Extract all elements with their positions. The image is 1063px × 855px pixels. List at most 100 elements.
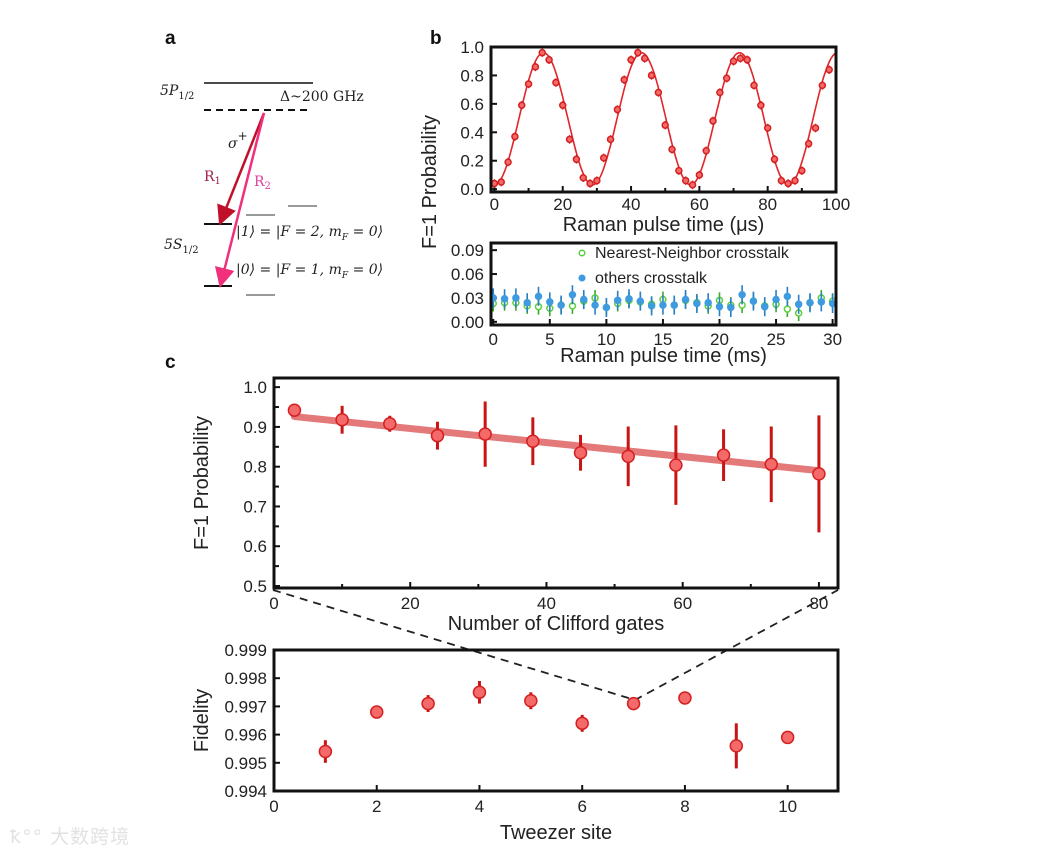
- data-point-others: [512, 294, 520, 302]
- data-point: [558, 101, 567, 110]
- data-point: [545, 56, 553, 64]
- data-point: [627, 56, 635, 64]
- data-point: [681, 176, 690, 185]
- data-point-others: [534, 292, 543, 301]
- legend-label: Nearest-Neighbor crosstalk: [595, 245, 790, 262]
- x-tick-label: 0: [489, 330, 498, 349]
- data-point: [430, 428, 445, 443]
- data-point-others: [794, 300, 803, 309]
- data-point: [729, 739, 744, 753]
- x-tick-label: 40: [622, 195, 641, 214]
- data-point: [804, 139, 813, 148]
- data-point: [575, 716, 589, 731]
- data-point-others: [727, 303, 735, 312]
- data-point: [552, 78, 560, 87]
- data-point: [626, 696, 641, 711]
- plot-frame: [272, 376, 840, 590]
- x-tick-label: 0: [490, 195, 499, 214]
- x-tick-label: 80: [809, 594, 828, 613]
- y-tick-label: 0.7: [243, 497, 267, 516]
- data-point: [369, 705, 384, 719]
- data-point: [780, 730, 795, 745]
- fit-curve: [494, 51, 837, 186]
- x-tick-label: 30: [823, 330, 842, 349]
- detuning-label: Δ~200 GHz: [280, 89, 364, 105]
- data-point: [811, 124, 820, 132]
- y-tick-label: 0.4: [460, 123, 484, 142]
- data-point: [716, 88, 724, 97]
- data-point: [421, 696, 435, 711]
- y-tick-label: 1.0: [460, 38, 484, 57]
- data-point: [497, 178, 505, 186]
- x-tick-label: 5: [545, 330, 554, 349]
- data-point: [791, 176, 799, 185]
- data-point: [675, 166, 683, 175]
- legend-marker: [578, 274, 586, 282]
- x-tick-label: 25: [767, 330, 786, 349]
- data-point: [763, 124, 772, 132]
- data-point: [504, 158, 512, 166]
- data-point: [579, 174, 587, 182]
- data-point-others: [715, 302, 724, 311]
- data-point: [729, 57, 738, 65]
- x-tick-label: 40: [537, 594, 556, 613]
- data-point: [669, 458, 683, 472]
- data-point: [586, 179, 594, 188]
- y-tick-label: 0.8: [460, 66, 484, 85]
- y-tick-label: 0.8: [243, 458, 267, 477]
- data-point-others: [783, 292, 792, 301]
- data-point-others: [602, 303, 611, 312]
- y-axis-label: Fidelity: [191, 689, 213, 752]
- data-point-others: [568, 290, 577, 299]
- data-point-others: [580, 295, 588, 304]
- data-point: [613, 105, 622, 114]
- data-point: [565, 135, 574, 144]
- data-point: [573, 446, 588, 460]
- data-point: [722, 74, 731, 83]
- x-tick-label: 0: [269, 594, 278, 613]
- randomized-benchmarking-plot: 0 20 40 60 80 0.5 0.6 0.7 0.8 0.9 1.0 Number of Cli…: [191, 376, 840, 635]
- data-point-others: [670, 301, 678, 309]
- y-tick-label: 0.995: [224, 754, 267, 773]
- y-tick-label: 0.6: [243, 537, 267, 556]
- y-tick-label: 0.5: [243, 577, 267, 596]
- data-point: [287, 403, 302, 417]
- y-axis-label: F=1 Probability: [191, 416, 213, 550]
- plot-frame: [272, 648, 840, 793]
- data-point: [572, 155, 581, 164]
- panel-b-ylabel: F=1 Probability: [419, 115, 441, 249]
- data-point-nearest-neighbor: [783, 305, 792, 313]
- data-point: [383, 416, 397, 431]
- data-point: [647, 71, 656, 80]
- x-tick-label: 15: [653, 330, 672, 349]
- data-point: [634, 48, 642, 57]
- data-point-others: [817, 298, 826, 306]
- lower-level-label: 5S1/2: [164, 237, 199, 256]
- x-tick-label: 20: [553, 195, 572, 214]
- data-point-others: [681, 295, 690, 304]
- x-tick-label: 100: [822, 195, 850, 214]
- x-axis-label: Number of Clifford gates: [448, 613, 664, 635]
- x-tick-label: 6: [577, 797, 586, 816]
- data-point-others: [523, 298, 531, 307]
- data-point-others: [591, 301, 599, 309]
- data-point: [478, 427, 492, 441]
- data-point-others: [806, 298, 814, 307]
- data-point-others: [647, 302, 656, 310]
- x-tick-label: 60: [673, 594, 692, 613]
- data-point: [750, 81, 758, 90]
- crosstalk-plot: 0 5 10 15 20 25 30 0.00 0.03 0.06 0.09 Raman pulse …: [451, 241, 842, 367]
- y-tick-label: 0.994: [224, 782, 267, 801]
- data-point: [524, 80, 533, 88]
- data-point: [531, 63, 540, 71]
- data-point: [743, 56, 751, 64]
- data-point-others: [693, 299, 701, 308]
- data-point: [335, 413, 349, 427]
- y-tick-label: 0.996: [224, 726, 267, 745]
- y-tick-label: 0.00: [451, 313, 484, 332]
- data-point-others: [625, 294, 633, 303]
- data-point-others: [659, 301, 667, 309]
- y-tick-label: 0.997: [224, 697, 267, 716]
- data-point: [716, 448, 731, 462]
- data-point: [688, 181, 697, 189]
